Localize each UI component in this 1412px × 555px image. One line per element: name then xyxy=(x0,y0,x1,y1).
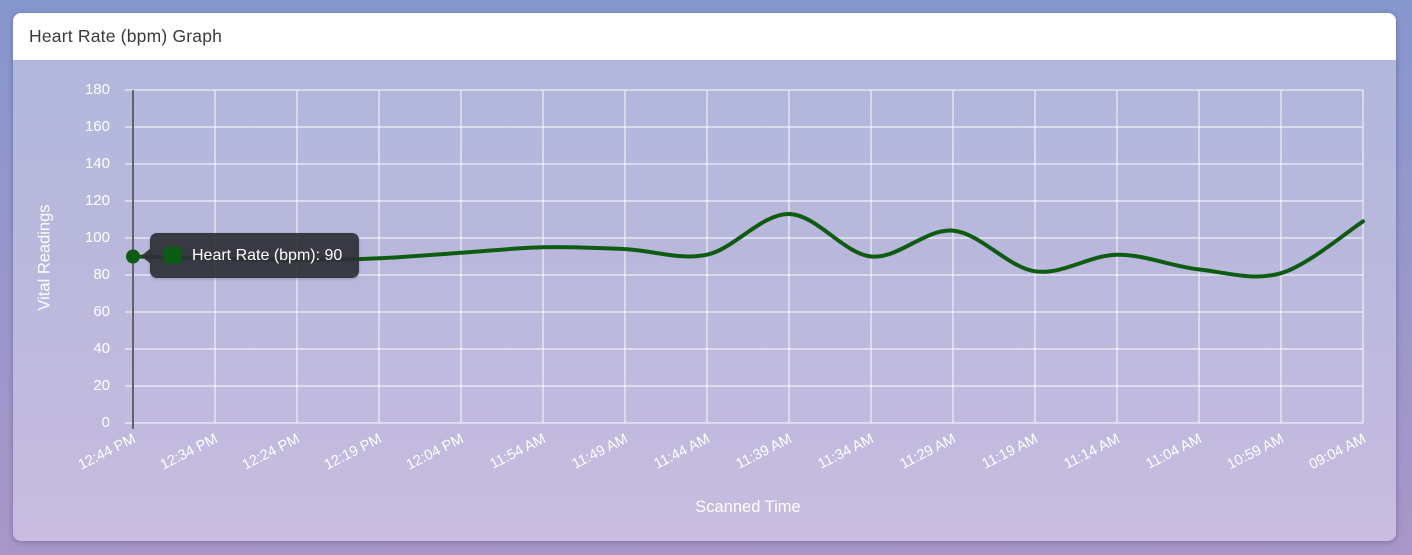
y-tick-label: 60 xyxy=(93,303,110,320)
y-tick-label: 160 xyxy=(84,118,110,135)
series-color-swatch-icon xyxy=(164,247,181,264)
highlighted-point[interactable] xyxy=(126,249,140,264)
tooltip-label: Heart Rate (bpm): 90 xyxy=(192,246,343,264)
chart-card: Heart Rate (bpm) Graph 0 20 40 60 80 100 120 14… xyxy=(13,13,1396,541)
y-tick-label: 140 xyxy=(84,155,110,172)
tooltip-arrow-icon xyxy=(141,247,151,264)
y-tick-label: 0 xyxy=(101,414,110,431)
tooltip: Heart Rate (bpm): 90 xyxy=(141,233,360,278)
chart-title: Heart Rate (bpm) Graph xyxy=(13,13,1396,60)
y-tick-label: 40 xyxy=(93,340,110,357)
y-tick-label: 100 xyxy=(84,229,110,246)
y-axis-title: Vital Readings xyxy=(35,204,54,311)
y-tick-label: 180 xyxy=(84,81,110,98)
y-tick-label: 20 xyxy=(93,377,110,394)
x-axis-title: Scanned Time xyxy=(695,498,801,516)
y-tick-label: 120 xyxy=(84,192,110,209)
chart-region: 0 20 40 60 80 100 120 140 160 180 12:44 PM 12:34 P… xyxy=(13,60,1396,541)
heart-rate-line-chart[interactable] xyxy=(13,60,1396,541)
y-tick-label: 80 xyxy=(93,266,110,283)
